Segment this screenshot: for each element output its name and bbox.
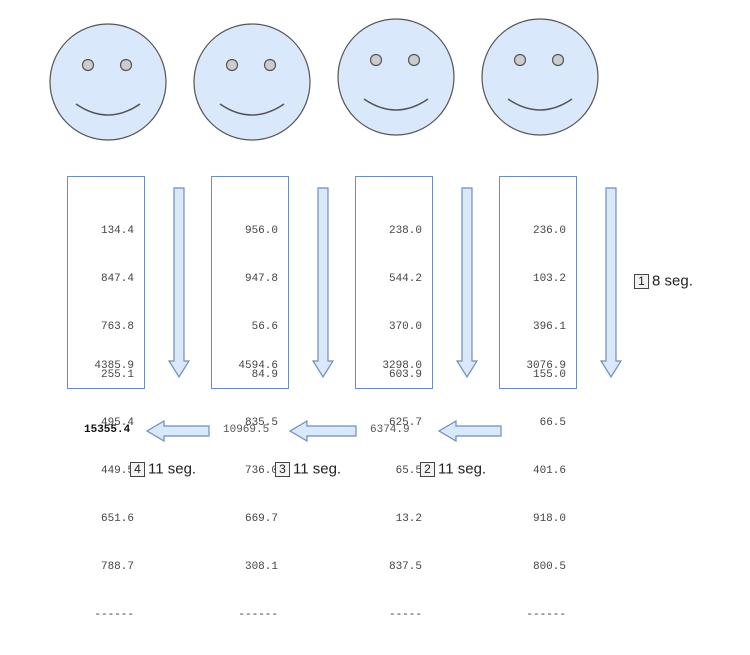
value: 65.5 bbox=[395, 465, 422, 477]
value: 396.1 bbox=[532, 321, 566, 333]
worker-face-1 bbox=[49, 23, 167, 141]
value: 847.4 bbox=[100, 273, 134, 285]
worker-face-3 bbox=[337, 18, 455, 136]
separator: ------ bbox=[94, 609, 134, 621]
value: 370.0 bbox=[388, 321, 422, 333]
number-column-1: 134.4 847.4 763.8 255.1 495.4 449.5 651.… bbox=[67, 176, 145, 621]
value: 238.0 bbox=[388, 225, 422, 237]
value: 763.8 bbox=[100, 321, 134, 333]
left-arrow-icon bbox=[146, 420, 210, 442]
column-total: 4385.9 bbox=[94, 360, 134, 372]
value: 155.0 bbox=[532, 369, 566, 381]
number-column-2: 956.0 947.8 56.6 84.9 835.5 736.0 669.7 … bbox=[211, 176, 289, 621]
value: 544.2 bbox=[388, 273, 422, 285]
value: 13.2 bbox=[395, 513, 422, 525]
column-total: 3076.9 bbox=[526, 360, 566, 372]
step-duration: 11 seg. bbox=[293, 460, 342, 478]
left-arrow-icon bbox=[438, 420, 502, 442]
step-2-label: 2 11 seg. bbox=[420, 460, 486, 478]
value: 835.5 bbox=[244, 417, 278, 429]
value: 837.5 bbox=[388, 561, 422, 573]
running-sum-2: 10969.5 bbox=[223, 424, 270, 436]
down-arrow-icon bbox=[312, 187, 334, 379]
step-number-badge: 3 bbox=[275, 461, 290, 477]
step-duration: 11 seg. bbox=[148, 460, 197, 478]
step-number-badge: 2 bbox=[420, 461, 435, 477]
number-column-3: 238.0 544.2 370.0 603.9 625.7 65.5 13.2 … bbox=[355, 176, 433, 621]
step-3-label: 3 11 seg. bbox=[275, 460, 341, 478]
final-sum: 15355.4 bbox=[84, 424, 131, 436]
column-values: 956.0 947.8 56.6 84.9 835.5 736.0 669.7 … bbox=[238, 191, 278, 655]
value: 625.7 bbox=[388, 417, 422, 429]
down-arrow-icon bbox=[600, 187, 622, 379]
value: 736.0 bbox=[244, 465, 278, 477]
value: 947.8 bbox=[244, 273, 278, 285]
value: 401.6 bbox=[532, 465, 566, 477]
value: 84.9 bbox=[251, 369, 278, 381]
worker-face-4 bbox=[481, 18, 599, 136]
column-total: 4594.6 bbox=[238, 360, 278, 372]
value: 669.7 bbox=[244, 513, 278, 525]
worker-face-2 bbox=[193, 23, 311, 141]
running-sum-1: 6374.9 bbox=[370, 424, 410, 436]
value: 56.6 bbox=[251, 321, 278, 333]
value: 495.4 bbox=[100, 417, 134, 429]
value: 308.1 bbox=[244, 561, 278, 573]
step-number-badge: 1 bbox=[634, 273, 649, 289]
column-total: 3298.0 bbox=[382, 360, 422, 372]
value: 449.5 bbox=[100, 465, 134, 477]
column-values: 236.0 103.2 396.1 155.0 66.5 401.6 918.0… bbox=[526, 191, 566, 655]
column-values: 134.4 847.4 763.8 255.1 495.4 449.5 651.… bbox=[94, 191, 134, 655]
value: 788.7 bbox=[100, 561, 134, 573]
separator: ----- bbox=[388, 609, 422, 621]
separator: ------ bbox=[526, 609, 566, 621]
down-arrow-icon bbox=[456, 187, 478, 379]
step-duration: 8 seg. bbox=[652, 272, 693, 290]
left-arrow-icon bbox=[289, 420, 357, 442]
value: 134.4 bbox=[100, 225, 134, 237]
value: 603.9 bbox=[388, 369, 422, 381]
number-column-4: 236.0 103.2 396.1 155.0 66.5 401.6 918.0… bbox=[499, 176, 577, 621]
value: 651.6 bbox=[100, 513, 134, 525]
value: 956.0 bbox=[244, 225, 278, 237]
value: 66.5 bbox=[539, 417, 566, 429]
step-4-label: 4 11 seg. bbox=[130, 460, 196, 478]
value: 103.2 bbox=[532, 273, 566, 285]
value: 800.5 bbox=[532, 561, 566, 573]
value: 255.1 bbox=[100, 369, 134, 381]
value: 918.0 bbox=[532, 513, 566, 525]
value: 236.0 bbox=[532, 225, 566, 237]
separator: ------ bbox=[238, 609, 278, 621]
step-number-badge: 4 bbox=[130, 461, 145, 477]
column-values: 238.0 544.2 370.0 603.9 625.7 65.5 13.2 … bbox=[389, 191, 422, 655]
step-duration: 11 seg. bbox=[438, 460, 487, 478]
down-arrow-icon bbox=[168, 187, 190, 379]
